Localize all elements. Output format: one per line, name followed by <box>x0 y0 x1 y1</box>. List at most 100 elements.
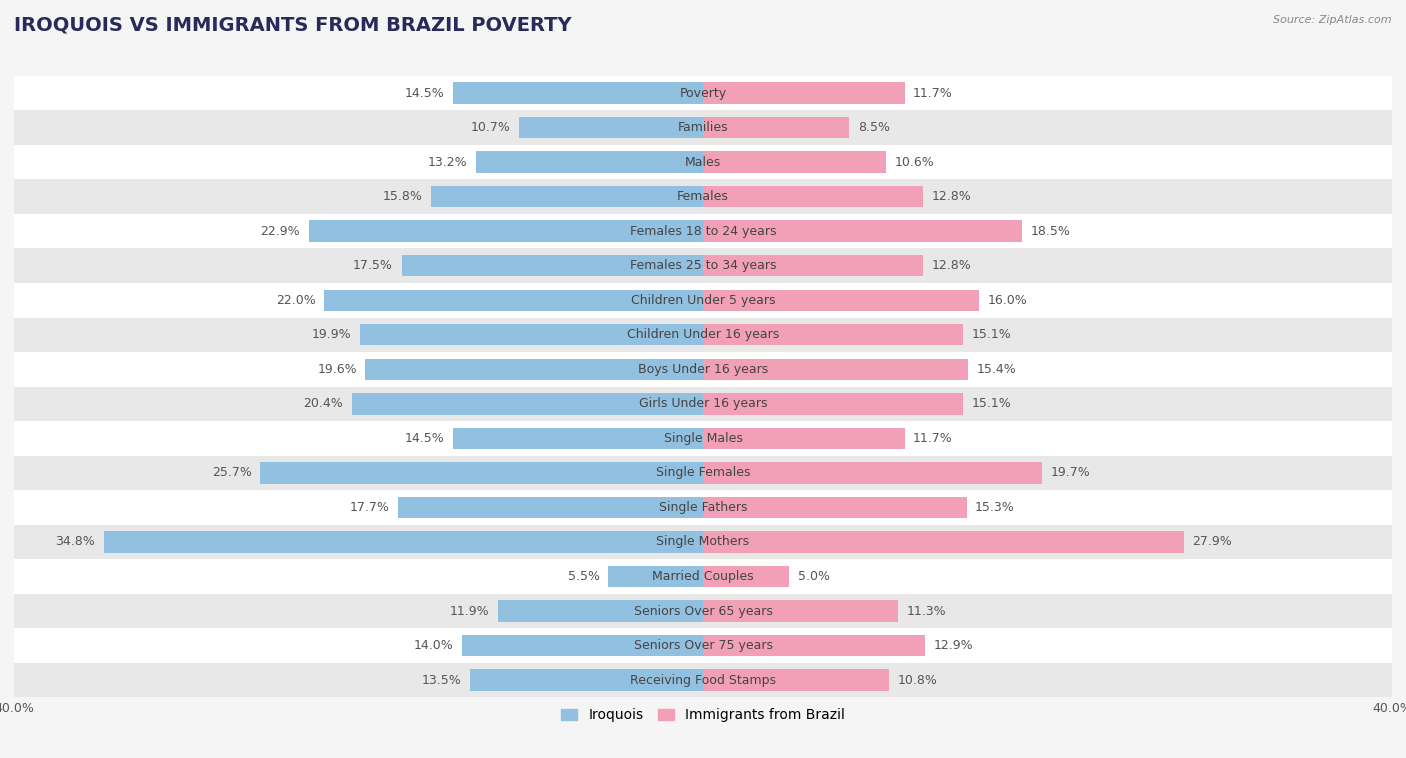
Bar <box>14 490 1392 525</box>
Bar <box>703 669 889 691</box>
Bar <box>14 352 1392 387</box>
Bar <box>703 324 963 346</box>
Text: Source: ZipAtlas.com: Source: ZipAtlas.com <box>1274 15 1392 25</box>
Text: 10.7%: 10.7% <box>470 121 510 134</box>
Bar <box>703 462 1042 484</box>
Bar <box>471 669 703 691</box>
Text: Single Males: Single Males <box>664 432 742 445</box>
Text: Females 18 to 24 years: Females 18 to 24 years <box>630 224 776 238</box>
Text: 11.3%: 11.3% <box>907 605 946 618</box>
Bar <box>14 421 1392 456</box>
Text: 5.0%: 5.0% <box>797 570 830 583</box>
Bar <box>366 359 703 380</box>
Text: 10.6%: 10.6% <box>894 155 934 168</box>
Text: 19.6%: 19.6% <box>318 363 357 376</box>
Bar <box>430 186 703 208</box>
Text: Boys Under 16 years: Boys Under 16 years <box>638 363 768 376</box>
Bar <box>14 214 1392 249</box>
Bar <box>14 525 1392 559</box>
Bar <box>104 531 703 553</box>
Bar <box>461 635 703 656</box>
Bar <box>703 565 789 587</box>
Text: 22.9%: 22.9% <box>260 224 299 238</box>
Bar <box>14 283 1392 318</box>
Text: 18.5%: 18.5% <box>1031 224 1070 238</box>
Text: 19.9%: 19.9% <box>312 328 352 341</box>
Text: 19.7%: 19.7% <box>1050 466 1091 479</box>
Bar <box>398 496 703 518</box>
Bar <box>609 565 703 587</box>
Bar <box>703 635 925 656</box>
Text: 16.0%: 16.0% <box>987 294 1026 307</box>
Bar <box>14 76 1392 111</box>
Text: Married Couples: Married Couples <box>652 570 754 583</box>
Text: Children Under 16 years: Children Under 16 years <box>627 328 779 341</box>
Bar <box>14 456 1392 490</box>
Bar <box>703 393 963 415</box>
Text: 14.0%: 14.0% <box>413 639 453 652</box>
Bar <box>703 221 1022 242</box>
Bar <box>453 428 703 449</box>
Bar <box>14 594 1392 628</box>
Text: IROQUOIS VS IMMIGRANTS FROM BRAZIL POVERTY: IROQUOIS VS IMMIGRANTS FROM BRAZIL POVER… <box>14 15 572 34</box>
Bar <box>703 83 904 104</box>
Bar <box>453 83 703 104</box>
Text: Single Mothers: Single Mothers <box>657 535 749 549</box>
Text: 34.8%: 34.8% <box>55 535 96 549</box>
Bar <box>260 462 703 484</box>
Text: 15.1%: 15.1% <box>972 397 1011 410</box>
Bar <box>498 600 703 622</box>
Text: 25.7%: 25.7% <box>212 466 252 479</box>
Bar <box>703 186 924 208</box>
Text: 5.5%: 5.5% <box>568 570 599 583</box>
Text: Girls Under 16 years: Girls Under 16 years <box>638 397 768 410</box>
Bar <box>475 152 703 173</box>
Text: 10.8%: 10.8% <box>897 674 938 687</box>
Text: 20.4%: 20.4% <box>304 397 343 410</box>
Bar <box>703 255 924 277</box>
Bar <box>14 662 1392 697</box>
Text: Single Females: Single Females <box>655 466 751 479</box>
Text: Females: Females <box>678 190 728 203</box>
Text: Poverty: Poverty <box>679 86 727 99</box>
Text: 12.9%: 12.9% <box>934 639 973 652</box>
Bar <box>703 428 904 449</box>
Text: 14.5%: 14.5% <box>405 86 444 99</box>
Bar <box>14 628 1392 662</box>
Text: 17.5%: 17.5% <box>353 259 392 272</box>
Bar <box>14 145 1392 180</box>
Text: 27.9%: 27.9% <box>1192 535 1232 549</box>
Text: 13.2%: 13.2% <box>427 155 467 168</box>
Text: 17.7%: 17.7% <box>350 501 389 514</box>
Bar <box>14 249 1392 283</box>
Bar <box>14 559 1392 594</box>
Legend: Iroquois, Immigrants from Brazil: Iroquois, Immigrants from Brazil <box>555 703 851 728</box>
Bar <box>703 290 979 311</box>
Bar <box>323 290 703 311</box>
Bar <box>14 387 1392 421</box>
Text: 13.5%: 13.5% <box>422 674 461 687</box>
Bar <box>308 221 703 242</box>
Text: Seniors Over 75 years: Seniors Over 75 years <box>634 639 772 652</box>
Bar <box>703 496 966 518</box>
Text: Receiving Food Stamps: Receiving Food Stamps <box>630 674 776 687</box>
Bar <box>703 117 849 138</box>
Bar <box>519 117 703 138</box>
Text: 11.7%: 11.7% <box>912 86 953 99</box>
Text: Single Fathers: Single Fathers <box>659 501 747 514</box>
Text: 15.3%: 15.3% <box>976 501 1015 514</box>
Text: 22.0%: 22.0% <box>276 294 315 307</box>
Bar <box>14 318 1392 352</box>
Text: 11.9%: 11.9% <box>450 605 489 618</box>
Text: 15.1%: 15.1% <box>972 328 1011 341</box>
Text: 14.5%: 14.5% <box>405 432 444 445</box>
Text: Families: Families <box>678 121 728 134</box>
Bar <box>14 180 1392 214</box>
Text: Males: Males <box>685 155 721 168</box>
Bar <box>703 600 897 622</box>
Bar <box>14 111 1392 145</box>
Bar <box>703 531 1184 553</box>
Bar <box>352 393 703 415</box>
Text: 15.8%: 15.8% <box>382 190 422 203</box>
Text: Children Under 5 years: Children Under 5 years <box>631 294 775 307</box>
